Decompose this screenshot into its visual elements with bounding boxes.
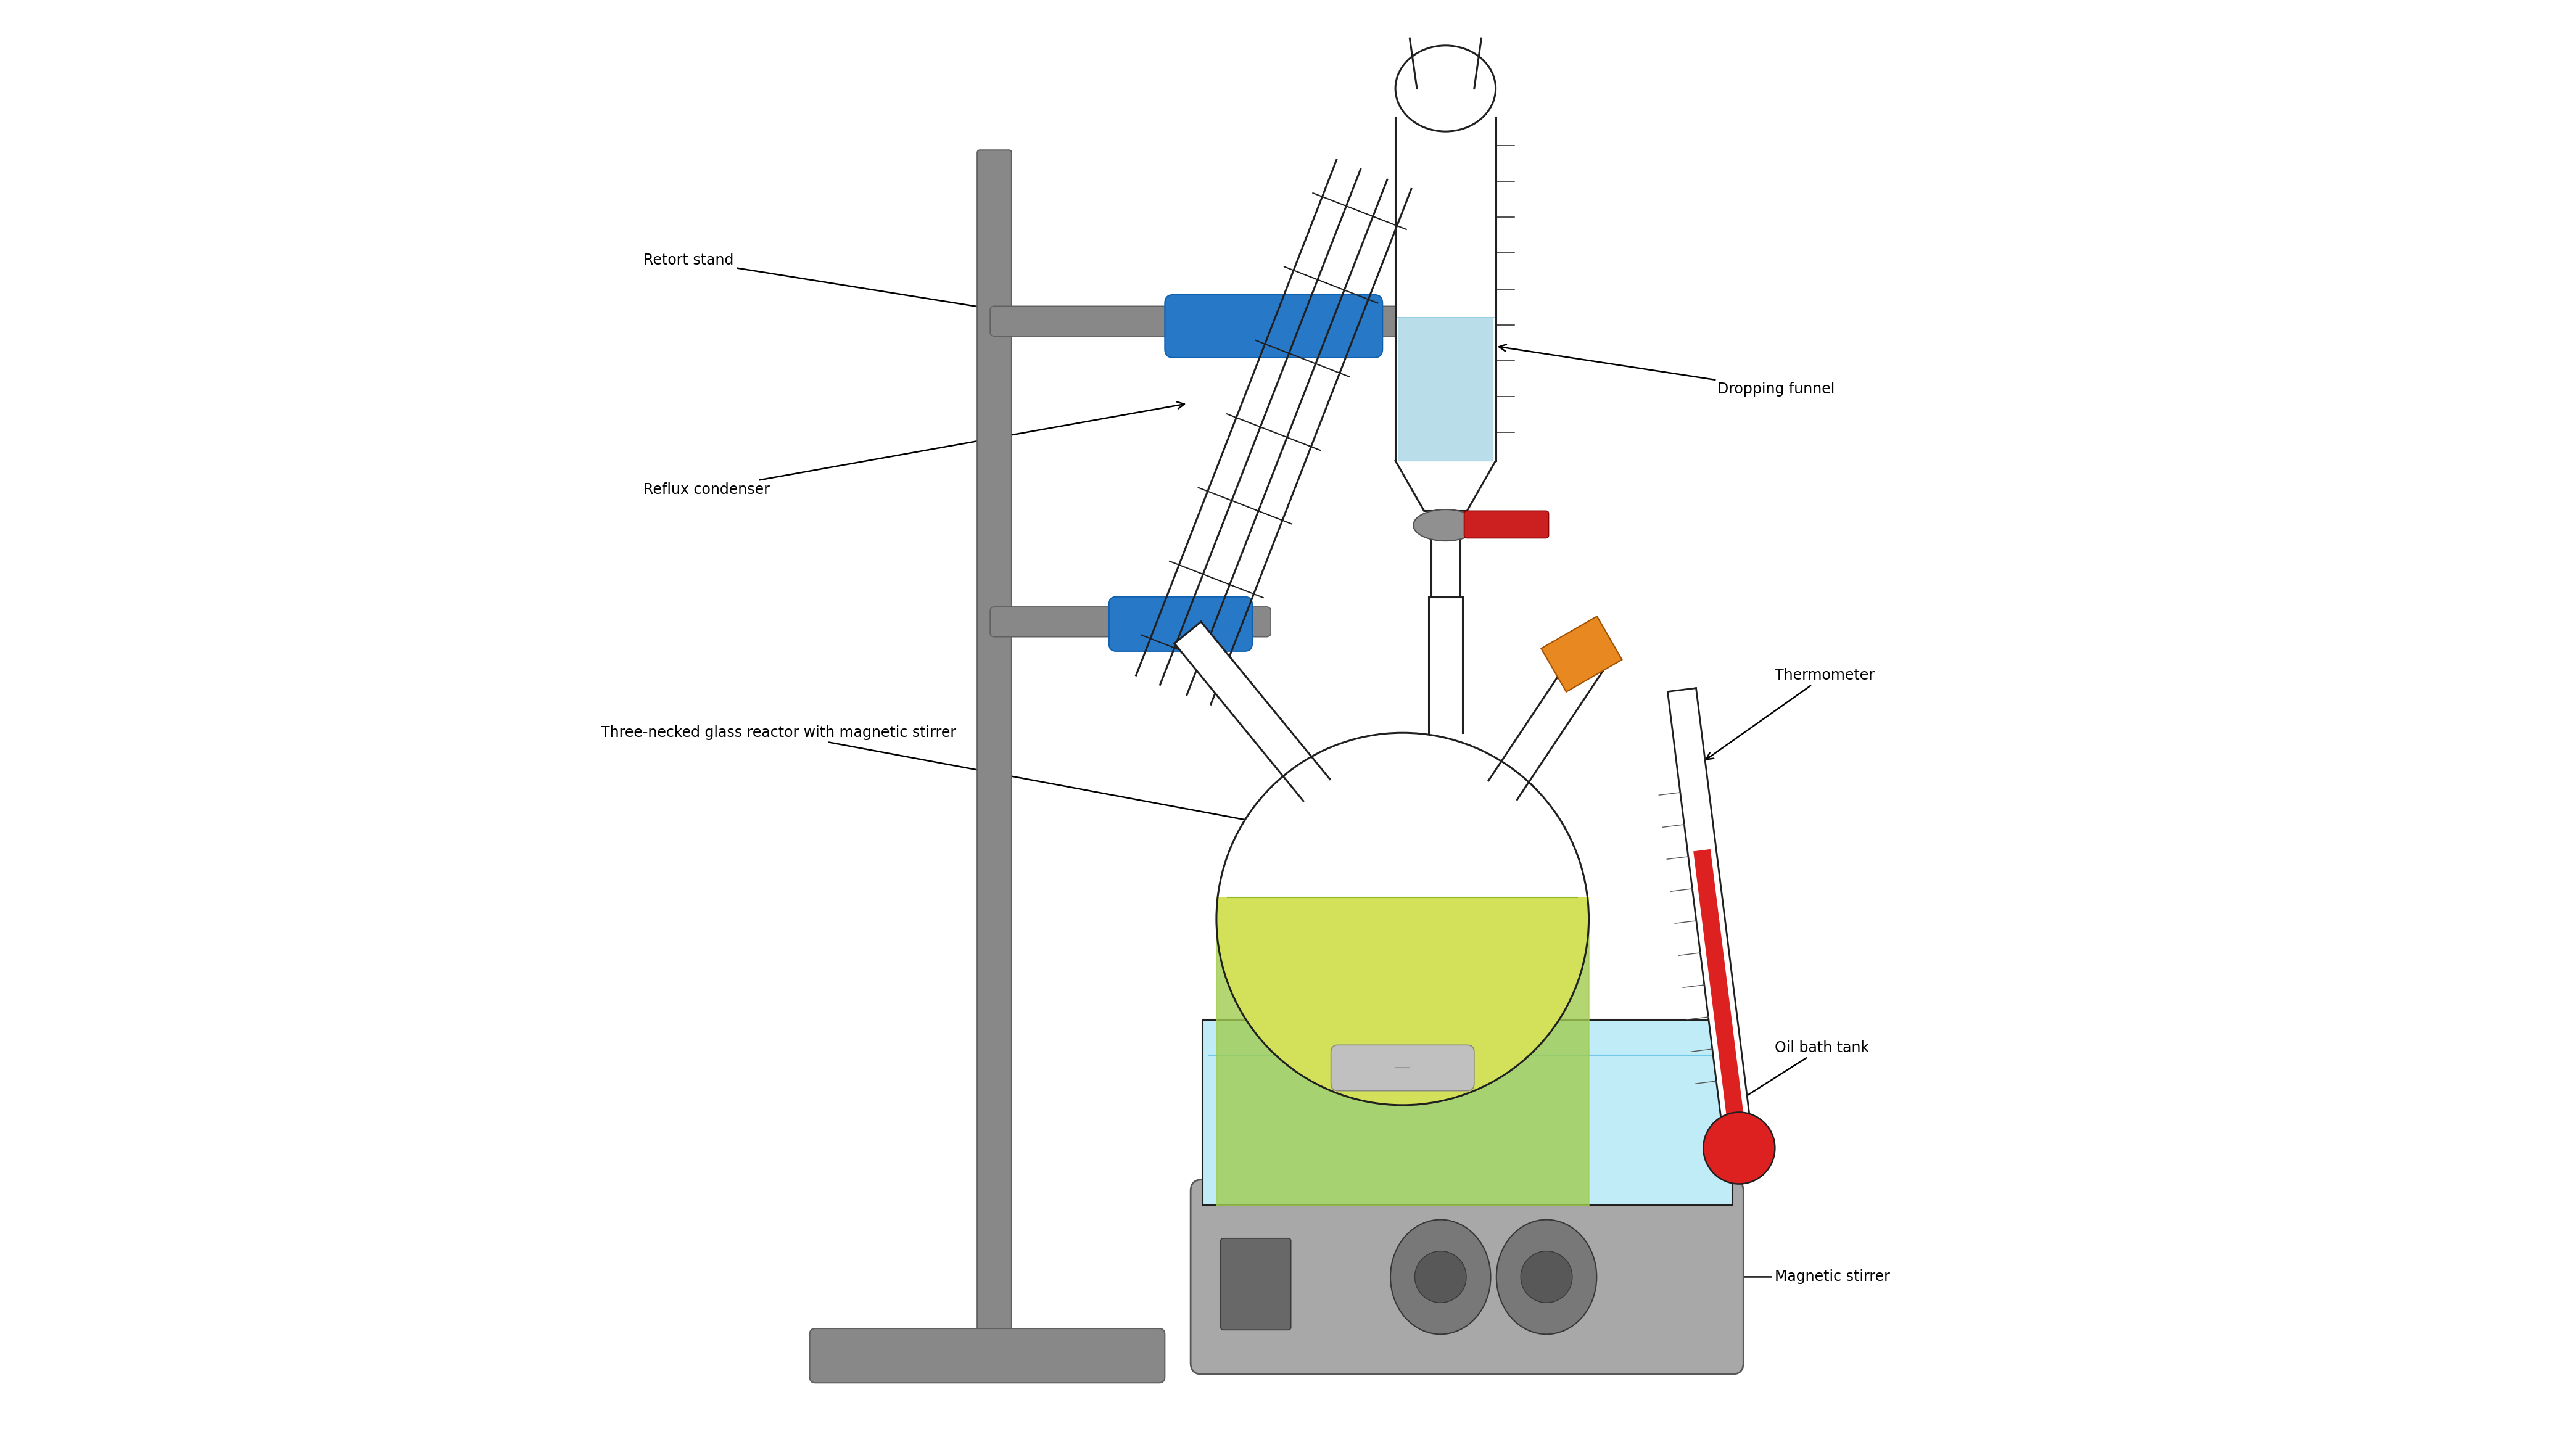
Text: Reflux condenser: Reflux condenser — [644, 402, 1185, 497]
Ellipse shape — [1396, 46, 1497, 131]
Text: Magnetic stirrer: Magnetic stirrer — [1736, 1269, 1891, 1285]
Polygon shape — [1667, 688, 1754, 1150]
Polygon shape — [1216, 898, 1589, 1105]
Polygon shape — [1175, 622, 1329, 800]
FancyBboxPatch shape — [1190, 1180, 1744, 1374]
FancyBboxPatch shape — [809, 1328, 1164, 1382]
Text: Thermometer: Thermometer — [1705, 668, 1875, 760]
Polygon shape — [1540, 616, 1623, 691]
FancyBboxPatch shape — [1110, 596, 1252, 651]
Ellipse shape — [1391, 1220, 1492, 1334]
FancyBboxPatch shape — [1203, 1019, 1731, 1206]
FancyBboxPatch shape — [1463, 512, 1548, 537]
Ellipse shape — [1414, 510, 1479, 540]
Circle shape — [1216, 733, 1589, 1105]
Polygon shape — [1692, 849, 1747, 1150]
FancyBboxPatch shape — [1332, 1045, 1473, 1091]
FancyBboxPatch shape — [1164, 295, 1383, 358]
FancyBboxPatch shape — [976, 149, 1012, 1344]
Polygon shape — [1396, 461, 1497, 512]
Polygon shape — [1396, 118, 1497, 461]
FancyBboxPatch shape — [989, 606, 1270, 637]
Circle shape — [1414, 1252, 1466, 1303]
Text: Oil bath tank: Oil bath tank — [1734, 1040, 1870, 1104]
Text: Three-necked glass reactor with magnetic stirrer: Three-necked glass reactor with magnetic… — [600, 726, 1314, 835]
Text: Dropping funnel: Dropping funnel — [1499, 345, 1834, 397]
Polygon shape — [1432, 532, 1461, 596]
Circle shape — [1703, 1112, 1775, 1184]
Polygon shape — [1489, 652, 1602, 799]
Ellipse shape — [1497, 1220, 1597, 1334]
FancyBboxPatch shape — [989, 306, 1399, 336]
FancyBboxPatch shape — [1221, 1239, 1291, 1329]
Text: Retort stand: Retort stand — [644, 253, 997, 312]
Polygon shape — [1399, 318, 1494, 461]
Circle shape — [1520, 1252, 1571, 1303]
Polygon shape — [1427, 596, 1463, 733]
